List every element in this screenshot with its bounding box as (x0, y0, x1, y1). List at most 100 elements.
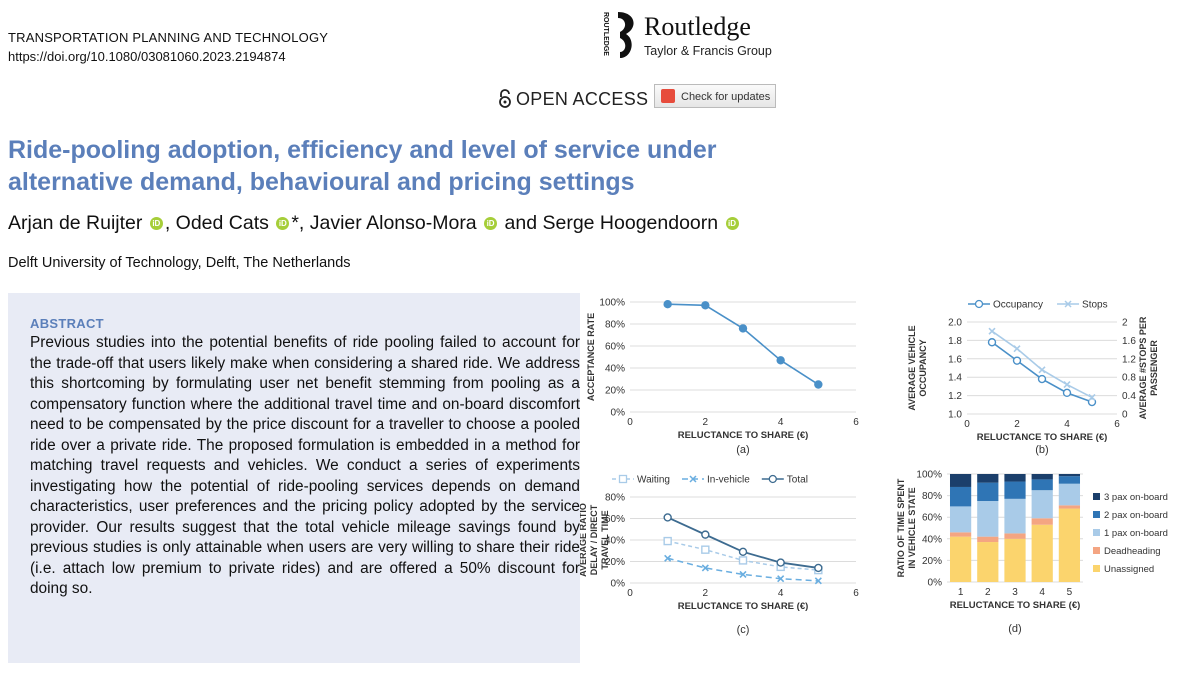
publisher-name: Routledge (644, 12, 751, 41)
data-point (738, 556, 748, 565)
data-point (701, 545, 710, 554)
data-point (739, 570, 747, 578)
y-tick-label: 100% (916, 470, 942, 481)
orcid-icon[interactable]: iD (484, 217, 498, 230)
bar-segment (1031, 518, 1053, 525)
legend-label: Total (787, 475, 808, 486)
x-tick-label: 6 (1114, 419, 1120, 430)
data-point (1012, 356, 1022, 365)
x-tick-label: 6 (853, 417, 859, 428)
bar-segment (949, 474, 972, 487)
x-tick-label: 0 (964, 419, 970, 430)
open-access-label: OPEN ACCESS (516, 89, 649, 109)
x-tick-label: 3 (1012, 587, 1018, 598)
journal-name: TRANSPORTATION PLANNING AND TECHNOLOGY (8, 30, 329, 45)
bar-segment (977, 501, 999, 537)
x-tick-label: 4 (778, 417, 784, 428)
y-tick-label: 20% (605, 557, 625, 568)
x-axis-label: RELUCTANCE TO SHARE (€) (950, 600, 1081, 611)
y-tick-label: 80% (605, 320, 625, 331)
x-tick-label: 2 (1014, 419, 1020, 430)
orcid-icon[interactable]: iD (149, 217, 163, 230)
legend-label: 2 pax on-board (1104, 510, 1168, 521)
legend-marker (1064, 300, 1072, 308)
publisher-group: Taylor & Francis Group (644, 44, 772, 58)
bar-segment (949, 506, 972, 533)
legend-swatch (1093, 565, 1100, 572)
y-right-tick-label: 0.8 (1122, 373, 1136, 384)
x-axis-label: RELUCTANCE TO SHARE (€) (678, 430, 809, 441)
orcid-icon[interactable]: iD (276, 217, 290, 230)
check-updates-label: Check for updates (681, 91, 771, 103)
data-point (988, 327, 996, 335)
check-updates-icon (661, 89, 675, 103)
author-separator: and (504, 212, 538, 234)
y-tick-label: 80% (605, 493, 625, 504)
y-axis-label: AVERAGE VEHICLEOCCUPANCY (907, 325, 928, 410)
legend-marker (768, 474, 777, 484)
y-right-tick-label: 2 (1122, 318, 1128, 329)
author-name[interactable]: Javier Alonso-Mora (309, 212, 477, 234)
bar-segment (1004, 533, 1026, 539)
publisher-side-text: ROUTLEDGE (602, 12, 609, 56)
paper-title: Ride-pooling adoption, efficiency and le… (8, 136, 717, 196)
y-right-tick-label: 0 (1122, 410, 1128, 421)
bar-segment (1031, 524, 1053, 582)
orcid-icon[interactable]: iD (725, 217, 739, 230)
y-axis-label: ACCEPTANCE RATE (586, 313, 596, 401)
check-for-updates-button[interactable]: Check for updates (654, 84, 776, 108)
y-tick-label: 2.0 (948, 318, 962, 329)
chart-caption: (d) (1008, 623, 1021, 635)
data-point (1088, 393, 1096, 402)
series-line (667, 557, 819, 582)
author-name[interactable]: Arjan de Ruijter (8, 212, 143, 234)
legend-label: Waiting (637, 475, 670, 486)
chart-caption: (a) (736, 444, 749, 456)
author-name[interactable]: Oded Cats (175, 212, 269, 234)
y-tick-label: 1.4 (948, 373, 962, 384)
y-tick-label: 1.2 (948, 391, 962, 402)
data-point (776, 558, 785, 567)
author-list: Arjan de Ruijter iD, Oded Cats iD *, Javi… (8, 212, 741, 235)
x-tick-label: 2 (985, 587, 991, 598)
x-tick-label: 0 (627, 588, 633, 599)
y-tick-label: 0% (611, 579, 626, 590)
y-tick-label: 60% (605, 514, 625, 525)
bar-segment (1031, 474, 1053, 480)
legend-swatch (1093, 493, 1100, 500)
y-tick-label: 0% (928, 578, 943, 589)
author-separator: , (298, 212, 305, 234)
corresponding-mark: * (291, 212, 299, 234)
y-tick-label: 80% (922, 491, 942, 502)
x-tick-label: 2 (703, 417, 709, 428)
legend-marker (618, 474, 628, 484)
author-name[interactable]: Serge Hoogendoorn (542, 212, 719, 234)
y-tick-label: 40% (922, 534, 942, 545)
y-axis-label: RATIO OF TIME SPENTIN VEHICLE STATE (896, 478, 917, 577)
doi-link[interactable]: https://doi.org/10.1080/03081060.2023.21… (8, 49, 286, 64)
y-right-tick-label: 1.2 (1122, 354, 1136, 365)
chart-caption: (c) (737, 624, 750, 636)
y-right-tick-label: 0.4 (1122, 391, 1136, 402)
legend-label: Deadheading (1104, 546, 1161, 557)
series-line (991, 341, 1093, 403)
data-point (987, 338, 997, 347)
data-point (663, 513, 672, 522)
y-right-tick-label: 1.6 (1122, 336, 1136, 347)
data-point (1037, 374, 1047, 384)
y-tick-label: 1.8 (948, 336, 962, 347)
y-tick-label: 20% (605, 386, 625, 397)
y-tick-label: 40% (605, 364, 625, 375)
author-separator: , (164, 212, 171, 234)
data-point (664, 554, 672, 562)
legend-label: In-vehicle (707, 475, 750, 486)
legend-marker (689, 475, 697, 483)
legend-swatch (1093, 529, 1100, 536)
y-tick-label: 100% (599, 298, 625, 309)
x-tick-label: 4 (1064, 419, 1070, 430)
legend-swatch (1093, 547, 1100, 554)
y-tick-label: 1.0 (948, 410, 962, 421)
journal-header: TRANSPORTATION PLANNING AND TECHNOLOGY h… (8, 28, 328, 66)
bar-segment (949, 486, 972, 507)
